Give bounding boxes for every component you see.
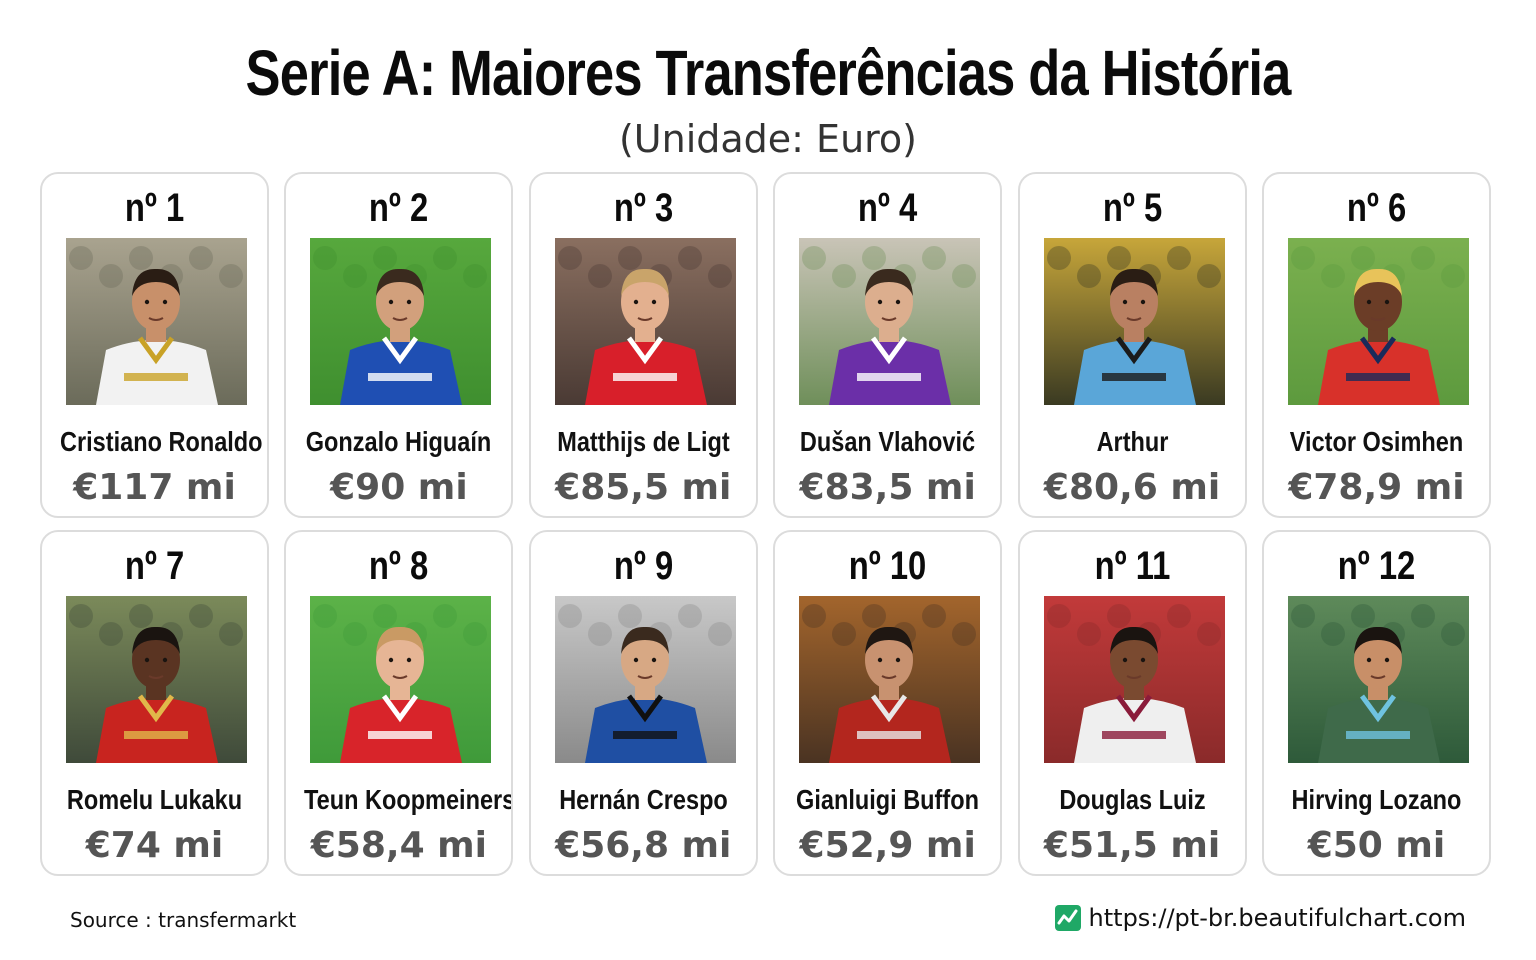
- player-illustration: [310, 238, 492, 405]
- player-name: Teun Koopmeiners: [304, 784, 514, 815]
- transfer-card: nº 10 Gianluigi Buffon €52,9 mi: [773, 530, 1003, 876]
- transfer-card: nº 9 Hernán Crespo €56,8 mi: [528, 530, 758, 876]
- transfer-card: nº 6 Victor Osimhen €78,9 mi: [1261, 172, 1491, 518]
- player-photo: [310, 238, 492, 405]
- transfer-card: nº 5 Arthur €80,6 mi: [1017, 172, 1247, 518]
- player-illustration: [66, 596, 247, 763]
- player-name: Arthur: [1096, 426, 1168, 457]
- source-note: Source : transfermarkt: [70, 908, 297, 932]
- player-photo: [1287, 596, 1469, 763]
- rank-label: nº 7: [124, 544, 185, 588]
- player-name: Gianluigi Buffon: [796, 784, 980, 815]
- player-illustration: [554, 238, 736, 405]
- player-photo: [799, 596, 981, 763]
- player-photo: [554, 238, 736, 405]
- brand-url[interactable]: https://pt-br.beautifulchart.com: [1088, 904, 1466, 932]
- transfer-card: nº 3 Matthijs de Ligt €85,5 mi: [528, 172, 758, 518]
- rank-label: nº 9: [613, 544, 673, 588]
- player-name: Victor Osimhen: [1289, 426, 1464, 457]
- chart-line-icon: [1054, 905, 1081, 931]
- player-photo: [66, 238, 247, 405]
- player-illustration: [799, 596, 981, 763]
- rank-label: nº 1: [124, 186, 185, 230]
- rank-label: nº 11: [1094, 544, 1170, 588]
- player-illustration: [66, 238, 247, 405]
- player-photo: [66, 596, 247, 763]
- transfer-value: €56,8 mi: [555, 825, 732, 866]
- transfer-card: nº 2 Gonzalo Higuaín €90 mi: [284, 172, 514, 518]
- transfer-value: €50 mi: [1307, 825, 1446, 866]
- player-illustration: [799, 238, 981, 405]
- player-name: Gonzalo Higuaín: [306, 426, 492, 457]
- player-name: Douglas Luiz: [1058, 784, 1206, 815]
- rank-label: nº 8: [369, 544, 429, 588]
- transfer-card: nº 4 Dušan Vlahović €83,5 mi: [773, 172, 1003, 518]
- rank-label: nº 6: [1346, 186, 1407, 230]
- player-photo: [1287, 238, 1469, 405]
- rank-label: nº 5: [1102, 186, 1162, 230]
- transfer-value: €85,5 mi: [555, 467, 732, 508]
- player-illustration: [1287, 596, 1469, 763]
- player-name: Hirving Lozano: [1291, 784, 1462, 815]
- player-illustration: [310, 596, 492, 763]
- transfer-value: €117 mi: [73, 467, 236, 508]
- player-name: Dušan Vlahović: [800, 426, 976, 457]
- player-name: Hernán Crespo: [558, 784, 728, 815]
- rank-label: nº 12: [1337, 544, 1416, 588]
- rank-label: nº 4: [857, 186, 918, 230]
- player-photo: [310, 596, 492, 763]
- player-photo: [799, 238, 981, 405]
- transfer-cards-grid: nº 1 Cristiano Ronaldo €117 mi nº 2 Gonz…: [40, 172, 1491, 876]
- page-title: Serie A: Maiores Transferências da Histó…: [245, 37, 1292, 109]
- rank-label: nº 10: [848, 544, 927, 588]
- transfer-card: nº 8 Teun Koopmeiners €58,4 mi: [284, 530, 514, 876]
- player-illustration: [554, 596, 736, 763]
- rank-label: nº 2: [369, 186, 429, 230]
- transfer-value: €58,4 mi: [310, 825, 488, 866]
- brand-link[interactable]: https://pt-br.beautifulchart.com: [1054, 904, 1466, 932]
- transfer-value: €51,5 mi: [1043, 825, 1221, 866]
- rank-label: nº 3: [613, 186, 673, 230]
- player-name: Matthijs de Ligt: [557, 426, 730, 457]
- player-illustration: [1043, 238, 1225, 405]
- player-name: Romelu Lukaku: [66, 784, 243, 815]
- transfer-value: €83,5 mi: [799, 467, 976, 508]
- player-photo: [1043, 238, 1225, 405]
- transfer-card: nº 12 Hirving Lozano €50 mi: [1261, 530, 1491, 876]
- transfer-value: €74 mi: [85, 825, 224, 866]
- player-photo: [554, 596, 736, 763]
- player-name: Cristiano Ronaldo: [60, 426, 263, 457]
- transfer-card: nº 7 Romelu Lukaku €74 mi: [40, 530, 269, 876]
- transfer-value: €52,9 mi: [799, 825, 976, 866]
- transfer-value: €78,9 mi: [1288, 467, 1465, 508]
- player-photo: [1043, 596, 1225, 763]
- player-illustration: [1043, 596, 1225, 763]
- player-illustration: [1287, 238, 1469, 405]
- transfer-card: nº 11 Douglas Luiz €51,5 mi: [1017, 530, 1247, 876]
- transfer-card: nº 1 Cristiano Ronaldo €117 mi: [40, 172, 269, 518]
- transfer-value: €90 mi: [330, 467, 468, 508]
- page-subtitle: (Unidade: Euro): [618, 117, 918, 161]
- transfer-value: €80,6 mi: [1043, 467, 1221, 508]
